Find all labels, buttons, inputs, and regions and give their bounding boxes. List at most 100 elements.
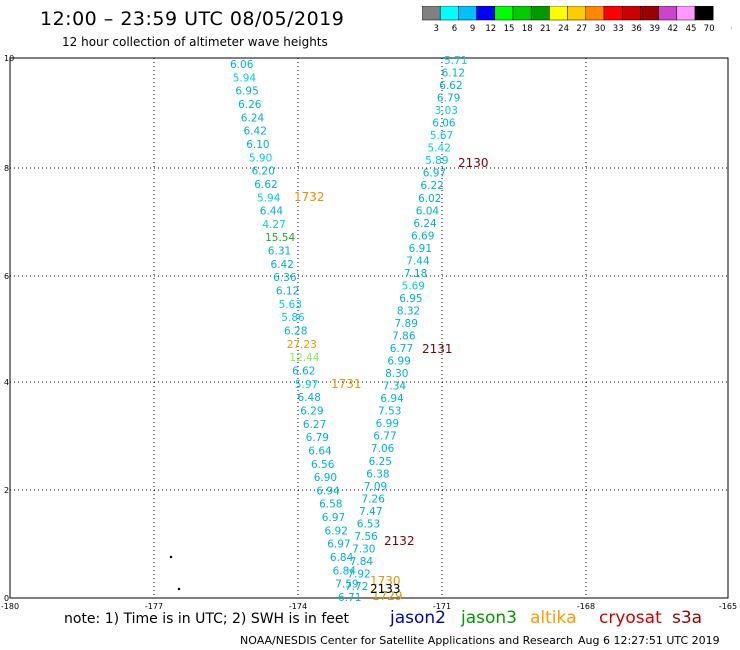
colorbar-label: 18 <box>522 24 533 34</box>
track-right-value: 6.53 <box>357 518 380 530</box>
track-left-value: 6.92 <box>325 525 348 537</box>
track-left-value: 5.90 <box>249 152 272 164</box>
footer-note: note: 1) Time is in UTC; 2) SWH is in fe… <box>64 611 350 627</box>
track-right-value: 7.53 <box>378 406 401 418</box>
track-right-value: 6.77 <box>373 431 396 443</box>
colorbar-label: 9 <box>470 24 475 34</box>
satellite-cryosat: cryosat <box>599 608 662 628</box>
map-frame <box>9 57 729 599</box>
track-left-value: 6.97 <box>322 512 345 524</box>
colorbar-label: 21 <box>540 24 551 34</box>
colorbar-label: 15 <box>504 24 515 34</box>
track-right-value: 7.09 <box>364 481 387 493</box>
track-left-value: 27.23 <box>287 339 317 351</box>
colorbar-label: 6 <box>452 24 457 34</box>
track-left-value: 6.42 <box>271 259 294 271</box>
track-right-value: 7.06 <box>371 443 395 455</box>
track-right-value: 6.38 <box>366 468 389 480</box>
track-left-value: 6.06 <box>230 59 254 71</box>
track-left-value: 6.97 <box>327 539 350 551</box>
y-tick-label: 6 <box>4 272 9 281</box>
track-left-value: 5.63 <box>279 299 302 311</box>
colorbar-label: 33 <box>613 24 624 34</box>
track-left-value: 12.44 <box>289 352 319 364</box>
time-label: 1732 <box>294 190 325 204</box>
colorbar-label: 39 <box>649 24 660 34</box>
track-right-value: 5.71 <box>444 55 467 67</box>
generated-datetime: Aug 6 12:27:51 UTC 2019 <box>578 634 720 647</box>
track-left-value: 6.42 <box>244 126 267 138</box>
colorbar-label: 12 <box>485 24 496 34</box>
x-tick-label: -177 <box>145 602 163 610</box>
track-right-value: 6.94 <box>380 393 404 405</box>
y-tick-label: 8 <box>4 164 9 173</box>
track-left-value: 6.20 <box>252 166 275 178</box>
time-label: 1730 <box>370 574 401 588</box>
y-tick-label: 10 <box>4 54 14 63</box>
track-right-value: 6.97 <box>423 168 446 180</box>
track-right-value: 6.69 <box>411 230 434 242</box>
track-left-value: 6.48 <box>298 392 321 404</box>
time-label: 2132 <box>384 534 415 548</box>
track-right-value: 6.04 <box>416 205 440 217</box>
track-right-value: 6.12 <box>442 68 465 80</box>
track-right-value: 7.86 <box>392 331 416 343</box>
track-right-value: 5.69 <box>402 280 425 292</box>
track-left-value: 6.84 <box>330 552 354 564</box>
time-label: 1731 <box>331 377 362 391</box>
x-tick-label: -174 <box>289 602 307 610</box>
track-right-value: 7.84 <box>350 556 374 568</box>
track-left-value: 6.95 <box>235 86 258 98</box>
track-left-value: 6.29 <box>300 405 323 417</box>
track-right-value: 7.26 <box>362 493 386 505</box>
track-right-value: 5.67 <box>430 130 453 142</box>
island-dot <box>169 555 173 559</box>
track-left-value: 6.62 <box>254 179 277 191</box>
track-left-value: 5.94 <box>257 192 281 204</box>
track-left-value: 6.24 <box>241 112 265 124</box>
satellite-jason2: jason2 <box>390 608 446 628</box>
y-tick-label: 0 <box>4 594 9 603</box>
track-left-value: 6.79 <box>306 432 329 444</box>
track-right-value: 3.03 <box>435 105 458 117</box>
track-right-value: 6.91 <box>409 243 432 255</box>
track-right-value: 6.95 <box>399 293 422 305</box>
satellite-altika: altika <box>530 608 577 628</box>
credit-text: NOAA/NESDIS Center for Satellite Applica… <box>240 634 574 647</box>
track-left-value: 6.28 <box>284 326 307 338</box>
x-tick-label: -180 <box>1 602 19 610</box>
colorbar-label: 3 <box>433 24 438 34</box>
track-left-value: 6.94 <box>316 485 340 497</box>
time-label: 1729 <box>372 589 403 603</box>
track-right-value: 6.99 <box>376 418 399 430</box>
track-right-value: 7.30 <box>352 543 375 555</box>
y-tick-label: 4 <box>4 378 9 387</box>
track-left-value: 5.86 <box>281 312 305 324</box>
track-right-value: 6.06 <box>432 118 456 130</box>
x-tick-label: -171 <box>433 602 451 610</box>
time-label: 2133 <box>370 582 401 596</box>
colorbar-label: 30 <box>595 24 606 34</box>
track-right-value: 6.25 <box>369 456 392 468</box>
track-right-value: 7.47 <box>359 506 382 518</box>
y-tick-label: 2 <box>4 486 9 495</box>
track-left-value: 6.31 <box>268 246 291 258</box>
track-right-value: 5.42 <box>428 143 451 155</box>
track-right-value: 6.24 <box>413 218 437 230</box>
altimeter-map: -180 -177 -174 -171 -168 -16502468106.065.946… <box>1 54 737 610</box>
map-title: 12:00 – 23:59 UTC 08/05/2019 <box>40 8 345 30</box>
track-left-value: 6.12 <box>276 286 299 298</box>
satellite-jason3: jason3 <box>461 608 517 628</box>
track-right-value: 8.30 <box>385 368 408 380</box>
track-right-value: 7.72 <box>345 581 368 593</box>
track-left-value: 6.10 <box>246 139 269 151</box>
colorbar-swatch <box>694 6 714 21</box>
track-left-value: 6.90 <box>314 472 337 484</box>
track-right-value: 7.18 <box>404 268 427 280</box>
track-left-value: 7.59 <box>335 579 358 591</box>
track-left-value: 6.27 <box>303 419 326 431</box>
track-left-value: 6.71 <box>338 592 361 604</box>
track-left-value: 4.27 <box>262 219 285 231</box>
track-right-value: 6.77 <box>390 343 413 355</box>
